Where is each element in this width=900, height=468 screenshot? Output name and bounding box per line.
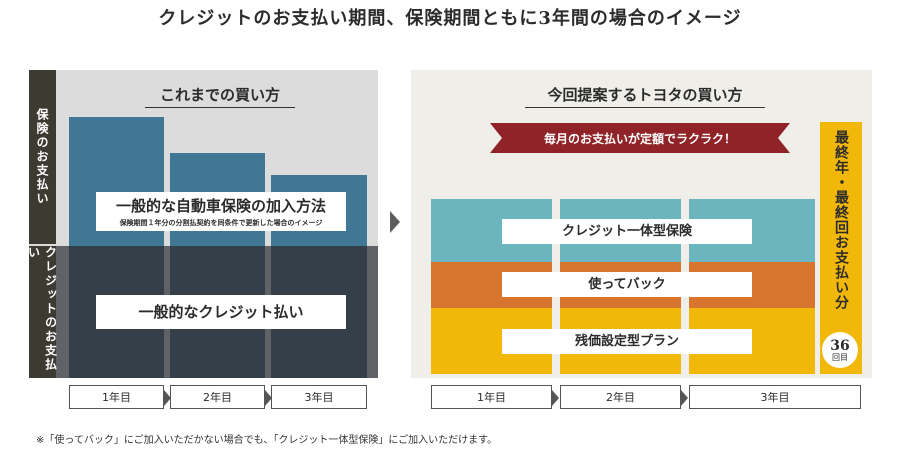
chevron-right-icon [681, 390, 688, 406]
left-year-2-label: 2年目 [203, 391, 232, 404]
right-year-2-label: 2年目 [606, 391, 635, 404]
right-year-1-label: 1年目 [477, 391, 506, 404]
right-year-2: 2年目 [560, 385, 688, 409]
chevron-right-icon [164, 390, 171, 406]
right-year-1: 1年目 [431, 385, 559, 409]
insurance-method-title: 一般的な自動車保険の加入方法 [115, 197, 326, 215]
left-panel-title: これまでの買い方 [145, 84, 295, 108]
left-year-3: 3年目 [271, 385, 367, 409]
left-year-2: 2年目 [170, 385, 272, 409]
final-payment-count-badge: 36 回目 [822, 332, 858, 368]
residual-value-plan-label: 残価設定型プラン [502, 329, 752, 354]
right-year-3-label: 3年目 [760, 391, 790, 404]
insurance-method-label: 一般的な自動車保険の加入方法 保険期間１年分の分割払契約を同条件で更新した場合の… [96, 192, 346, 231]
credit-integrated-insurance-label: クレジット一体型保険 [502, 219, 752, 244]
side-label-insurance: 保険のお支払い [29, 70, 56, 244]
page-title: クレジットのお支払い期間、保険期間ともに3年間の場合のイメージ [158, 8, 742, 29]
right-year-3: 3年目 [689, 385, 861, 409]
chevron-right-icon [552, 390, 559, 406]
fixed-payment-ribbon: 毎月のお支払いが定額でラクラク！ [490, 123, 790, 153]
final-payment-unit: 回目 [832, 352, 848, 362]
arrow-right-icon [390, 211, 400, 233]
left-year-1-label: 1年目 [102, 391, 131, 404]
chevron-right-icon [265, 390, 272, 406]
credit-payment-label: 一般的なクレジット払い [96, 295, 346, 329]
tsukatte-back-label: 使ってバック [502, 272, 752, 297]
left-year-1: 1年目 [69, 385, 171, 409]
left-year-3-label: 3年目 [304, 391, 334, 404]
side-label-credit: クレジットのお支払い [27, 246, 58, 378]
final-payment-count: 36 [830, 337, 850, 354]
final-payment-label: 最終年・最終回お支払い分 [833, 130, 849, 310]
footnote: ※「使ってバック」にご加入いただかない場合でも、「クレジット一体型保険」にご加入… [36, 435, 498, 446]
right-panel-title: 今回提案するトヨタの買い方 [525, 84, 765, 108]
insurance-method-note: 保険期間１年分の分割払契約を同条件で更新した場合のイメージ [119, 219, 323, 227]
